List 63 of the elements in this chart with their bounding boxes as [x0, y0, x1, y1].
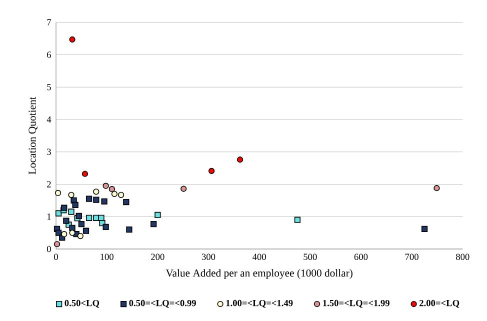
- point: [108, 186, 115, 192]
- x-tick-label: 500: [304, 254, 317, 260]
- point: [86, 196, 92, 202]
- point: [111, 190, 118, 198]
- point: [236, 156, 244, 163]
- point: [61, 204, 68, 211]
- point: [101, 198, 108, 204]
- x-axis-title: Value Added per an employee (1000 dollar): [166, 269, 352, 279]
- point: [63, 218, 70, 224]
- x-tick-label: 0: [54, 254, 58, 260]
- point: [102, 224, 109, 230]
- y-tick-label: 6: [47, 52, 52, 58]
- point: [118, 192, 124, 198]
- point: [150, 220, 157, 228]
- point: [208, 168, 215, 174]
- y-tick-label: 4: [46, 116, 52, 123]
- x-tick-label: 200: [151, 254, 164, 260]
- y-tick-label: 3: [47, 148, 51, 155]
- y-tick-label: 2: [47, 181, 51, 188]
- y-tick-label: 1: [47, 214, 51, 220]
- point: [54, 241, 60, 248]
- point: [55, 230, 62, 236]
- point: [126, 226, 132, 233]
- y-axis-title: Location Quotient: [28, 96, 38, 174]
- point: [421, 226, 428, 232]
- point: [69, 230, 76, 236]
- legend-label: 2.00=<LQ: [420, 300, 460, 308]
- point: [123, 198, 130, 206]
- x-tick-label: 600: [354, 254, 368, 260]
- point: [98, 214, 104, 221]
- y-tick-label: 5: [47, 84, 51, 90]
- point: [434, 185, 440, 192]
- y-tick-label: 7: [47, 19, 52, 26]
- point: [72, 202, 78, 208]
- point: [294, 216, 301, 223]
- x-tick-label: 700: [405, 254, 418, 260]
- point: [154, 212, 161, 218]
- legend-label: 0.50=<LQ=<0.99: [129, 300, 196, 308]
- point: [55, 210, 62, 216]
- point: [54, 190, 62, 196]
- point: [68, 192, 74, 198]
- point: [86, 214, 92, 221]
- x-tick-label: 300: [202, 254, 216, 260]
- point: [93, 196, 100, 203]
- point: [76, 212, 82, 220]
- point: [69, 224, 76, 232]
- point: [78, 220, 84, 228]
- x-tick-label: 100: [100, 254, 114, 260]
- point: [180, 186, 187, 192]
- point: [102, 182, 109, 189]
- point: [61, 231, 68, 238]
- point: [82, 170, 88, 177]
- point: [93, 188, 100, 195]
- legend-label: 1.00=<LQ=<1.49: [226, 300, 293, 308]
- y-tick-label: 0: [46, 246, 51, 252]
- point: [68, 208, 74, 215]
- point: [77, 232, 84, 240]
- legend-label: 0.50<LQ: [64, 300, 100, 308]
- legend-label: 1.50=<LQ=<1.99: [323, 300, 390, 308]
- point: [82, 228, 90, 234]
- point: [69, 36, 76, 43]
- x-tick-label: 400: [252, 254, 266, 260]
- x-tick-label: 800: [456, 254, 470, 260]
